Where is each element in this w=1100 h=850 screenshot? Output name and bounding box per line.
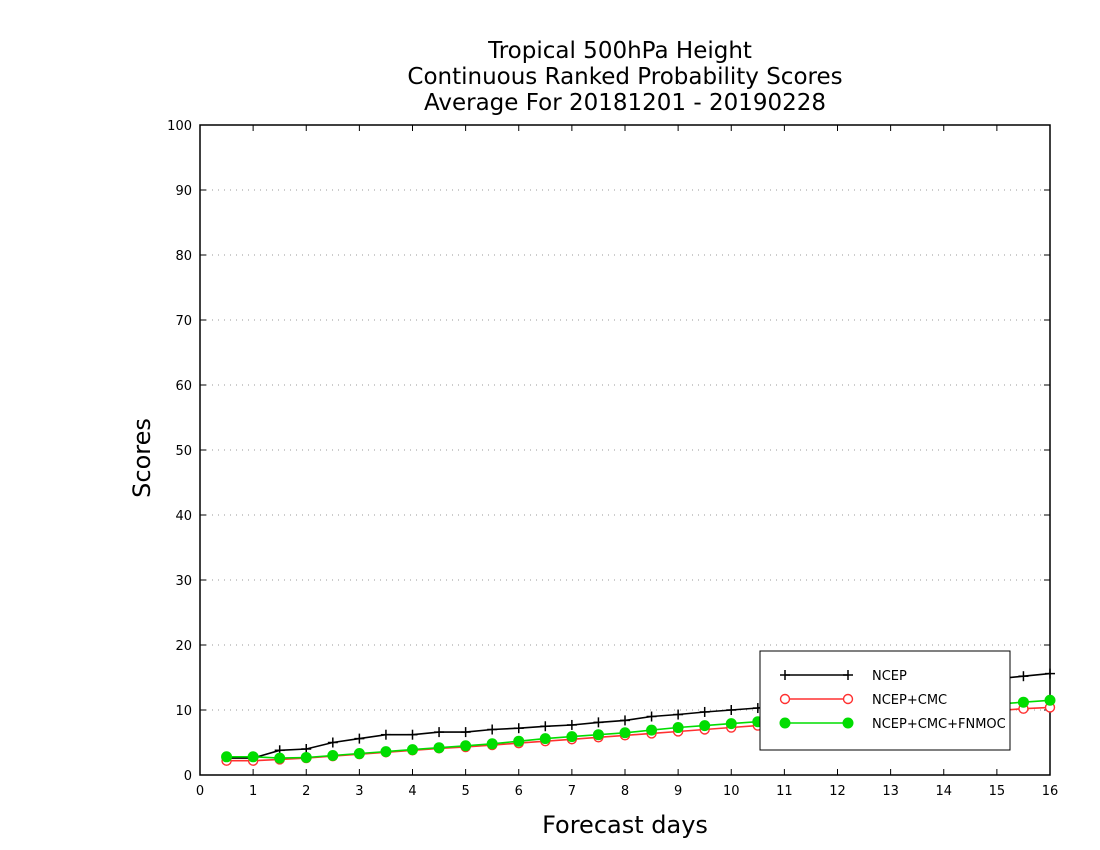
data-point [726, 705, 737, 715]
y-tick-label: 100 [167, 119, 192, 134]
legend-marker [842, 693, 854, 705]
data-point [592, 729, 604, 741]
data-point [353, 748, 365, 760]
x-tick-label: 5 [461, 784, 469, 799]
x-tick-label: 13 [882, 784, 899, 799]
x-tick-label: 4 [408, 784, 416, 799]
data-point [380, 729, 391, 740]
y-tick-label: 0 [184, 769, 192, 784]
legend-entry-ncep-cmc: NCEP+CMC [779, 693, 947, 708]
y-tick-label: 10 [175, 704, 192, 719]
data-point [1045, 668, 1055, 679]
data-point [300, 751, 312, 763]
y-tick-label: 30 [175, 574, 192, 589]
y-tick-label: 90 [175, 184, 192, 199]
y-tick-label: 40 [175, 509, 192, 524]
x-tick-label: 3 [355, 784, 363, 799]
legend: NCEP NCEP+CMC NCEP+CMC+FNMOC [759, 650, 1011, 751]
data-point [1017, 696, 1029, 708]
x-tick-label: 9 [674, 784, 682, 799]
data-point [327, 750, 339, 761]
data-point [221, 751, 233, 763]
data-point [699, 720, 711, 732]
x-axis: 0 1 2 3 4 5 6 7 8 9 10 11 12 13 14 15 16 [196, 125, 1058, 799]
data-point [566, 731, 578, 743]
x-tick-label: 8 [621, 784, 629, 799]
y-tick-label: 50 [175, 444, 192, 459]
data-point [1044, 694, 1056, 706]
x-tick-label: 1 [249, 784, 257, 799]
chart-title-line-1: Tropical 500hPa Height [487, 38, 752, 64]
data-point [646, 724, 658, 736]
data-point [513, 735, 525, 747]
data-point [433, 742, 445, 754]
data-point [274, 752, 286, 764]
data-point [673, 709, 684, 720]
data-point [460, 727, 471, 738]
x-tick-label: 16 [1042, 784, 1059, 799]
x-tick-label: 12 [829, 784, 846, 799]
x-tick-label: 0 [196, 784, 204, 799]
data-point [672, 722, 684, 734]
data-point [487, 724, 498, 735]
data-point [486, 738, 498, 750]
legend-entry-ncep-cmc-fnmoc: NCEP+CMC+FNMOC [779, 717, 1006, 732]
data-point [593, 717, 604, 728]
y-tick-label: 70 [175, 314, 192, 329]
y-axis-label: Scores [128, 418, 156, 498]
data-point [407, 744, 418, 756]
data-point [327, 737, 338, 748]
data-point [725, 718, 737, 730]
gridlines [200, 189, 1050, 711]
legend-label: NCEP+CMC [872, 693, 947, 708]
data-point [566, 719, 577, 730]
y-tick-label: 20 [175, 639, 192, 654]
y-tick-label: 60 [175, 379, 192, 394]
data-point [407, 729, 418, 740]
x-tick-label: 10 [723, 784, 740, 799]
data-point [620, 715, 630, 726]
y-axis: 0 10 20 30 40 50 60 70 80 90 100 [167, 119, 1050, 784]
chart-title-line-3: Average For 20181201 - 20190228 [424, 90, 826, 116]
data-point [380, 746, 392, 758]
legend-label: NCEP+CMC+FNMOC [872, 717, 1006, 732]
x-tick-label: 6 [515, 784, 523, 799]
x-tick-label: 15 [989, 784, 1006, 799]
data-point [513, 723, 524, 734]
legend-marker [779, 717, 791, 729]
chart-title-line-2: Continuous Ranked Probability Scores [407, 64, 842, 90]
legend-marker [842, 717, 854, 729]
data-point [247, 751, 259, 763]
x-tick-label: 7 [568, 784, 576, 799]
data-point [540, 721, 551, 732]
data-point [539, 733, 551, 745]
data-point [354, 733, 365, 744]
data-point [646, 711, 657, 722]
x-tick-label: 11 [776, 784, 793, 799]
data-point [460, 740, 472, 752]
x-tick-label: 2 [302, 784, 310, 799]
x-axis-label: Forecast days [542, 811, 708, 839]
y-tick-label: 80 [175, 249, 192, 264]
legend-label: NCEP [872, 669, 907, 684]
data-point [1018, 671, 1029, 682]
legend-box [759, 650, 1011, 751]
legend-entry-ncep: NCEP [780, 669, 907, 684]
data-point [434, 727, 445, 738]
data-point [699, 706, 710, 717]
legend-marker [780, 670, 790, 680]
x-tick-label: 14 [935, 784, 952, 799]
data-point [619, 727, 631, 739]
legend-marker [779, 693, 791, 705]
legend-marker [843, 670, 853, 680]
